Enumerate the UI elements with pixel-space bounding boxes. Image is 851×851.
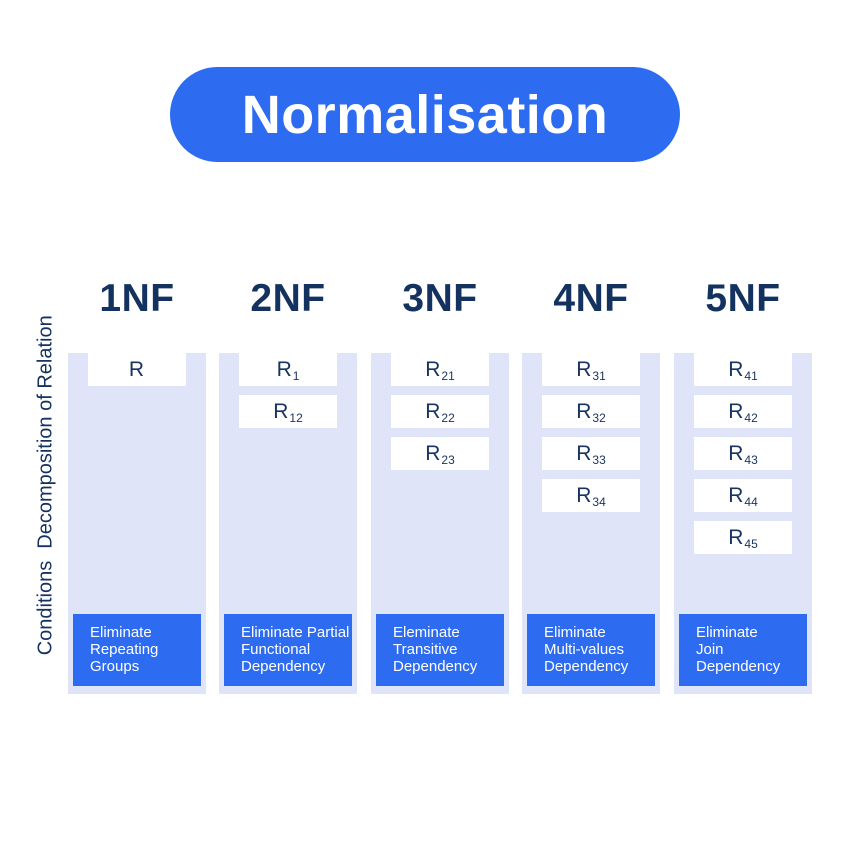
relation-box-r32: R 32 xyxy=(542,395,640,428)
relation-label: R xyxy=(728,483,744,507)
relation-box-r42: R 42 xyxy=(694,395,792,428)
relation-label: R xyxy=(576,441,592,465)
relation-box-r: R xyxy=(88,353,186,386)
column-panel-3nf: R 21 R 22 R 23 Eleminate Transitive Depende… xyxy=(371,353,509,694)
relation-label: R xyxy=(425,441,441,465)
condition-line: Transitive xyxy=(393,641,458,658)
column-4nf: 4NF R 31 R 32 R 33 R 34 Eliminate Multi-valu… xyxy=(522,276,660,694)
condition-line: Eleminate xyxy=(393,624,460,641)
relation-subscript: 32 xyxy=(592,410,606,425)
relation-label: R xyxy=(728,441,744,465)
relation-box-r31: R 31 xyxy=(542,353,640,386)
relation-box-r21: R 21 xyxy=(391,353,489,386)
column-header-4nf: 4NF xyxy=(553,277,629,320)
relation-subscript: 33 xyxy=(592,452,606,467)
condition-line: Repeating xyxy=(90,641,159,658)
relation-label: R xyxy=(128,357,145,381)
relation-subscript: 22 xyxy=(441,410,455,425)
relation-label: R xyxy=(728,357,744,381)
relation-label: R xyxy=(728,525,744,549)
relation-box-r45: R 45 xyxy=(694,521,792,554)
condition-line: Dependency xyxy=(544,658,629,675)
relation-box-r22: R 22 xyxy=(391,395,489,428)
condition-line: Eliminate xyxy=(544,624,606,641)
condition-line: Groups xyxy=(90,658,140,675)
column-header-5nf: 5NF xyxy=(705,277,781,320)
relation-subscript: 31 xyxy=(592,368,606,383)
column-header-2nf: 2NF xyxy=(250,277,326,320)
relation-box-r34: R 34 xyxy=(542,479,640,512)
relation-subscript: 34 xyxy=(592,494,606,509)
side-label-decomposition: Decomposition of Relation xyxy=(34,315,57,549)
column-3nf: 3NF R 21 R 22 R 23 Eleminate Transitive Dep… xyxy=(371,276,509,694)
relation-subscript: 1 xyxy=(292,368,300,383)
condition-line: Eliminate xyxy=(696,624,758,641)
column-panel-4nf: R 31 R 32 R 33 R 34 Eliminate Multi-values D… xyxy=(522,353,660,694)
relation-box-r41: R 41 xyxy=(694,353,792,386)
relation-box-r33: R 33 xyxy=(542,437,640,470)
diagram-title: Normalisation xyxy=(241,84,609,145)
relation-box-r43: R 43 xyxy=(694,437,792,470)
relation-label: R xyxy=(576,483,592,507)
relation-subscript: 21 xyxy=(441,368,455,383)
relation-box-r23: R 23 xyxy=(391,437,489,470)
relation-subscript: 45 xyxy=(744,536,758,551)
side-label-conditions: Conditions xyxy=(34,560,57,656)
condition-box-3nf: Eleminate Transitive Dependency xyxy=(376,614,504,686)
relation-label: R xyxy=(728,399,744,423)
column-5nf: 5NF R 41 R 42 R 43 R 44 R 45 Eliminate Join D… xyxy=(674,276,812,694)
relation-subscript: 42 xyxy=(744,410,758,425)
column-header-1nf: 1NF xyxy=(99,277,175,320)
condition-line: Dependency xyxy=(241,658,326,675)
condition-line: Dependency xyxy=(696,658,781,675)
relation-box-r44: R 44 xyxy=(694,479,792,512)
column-panel-5nf: R 41 R 42 R 43 R 44 R 45 Eliminate Join Depen… xyxy=(674,353,812,694)
column-header-3nf: 3NF xyxy=(402,277,478,320)
relation-subscript: 12 xyxy=(289,410,303,425)
relation-label: R xyxy=(273,399,289,423)
condition-line: Functional xyxy=(241,641,311,658)
title-pill: Normalisation xyxy=(170,67,680,162)
condition-box-1nf: Eliminate Repeating Groups xyxy=(73,614,201,686)
condition-line: Multi-values xyxy=(544,641,625,658)
relation-label: R xyxy=(276,357,292,381)
relation-subscript: 41 xyxy=(744,368,758,383)
condition-line: Eliminate Partial xyxy=(241,624,350,641)
relation-subscript: 43 xyxy=(744,452,758,467)
relation-box-r12: R 12 xyxy=(239,395,337,428)
condition-line: Join xyxy=(696,641,724,658)
condition-box-2nf: Eliminate Partial Functional Dependency xyxy=(224,614,352,686)
relation-subscript: 23 xyxy=(441,452,455,467)
condition-line: Eliminate xyxy=(90,624,152,641)
condition-line: Dependency xyxy=(393,658,478,675)
condition-box-4nf: Eliminate Multi-values Dependency xyxy=(527,614,655,686)
relation-label: R xyxy=(425,357,441,381)
relation-subscript: 44 xyxy=(744,494,758,509)
condition-box-5nf: Eliminate Join Dependency xyxy=(679,614,807,686)
column-panel-1nf: R Eliminate Repeating Groups xyxy=(68,353,206,694)
relation-label: R xyxy=(576,399,592,423)
relation-label: R xyxy=(576,357,592,381)
relation-label: R xyxy=(425,399,441,423)
column-1nf: 1NF R Eliminate Repeating Groups xyxy=(68,276,206,694)
